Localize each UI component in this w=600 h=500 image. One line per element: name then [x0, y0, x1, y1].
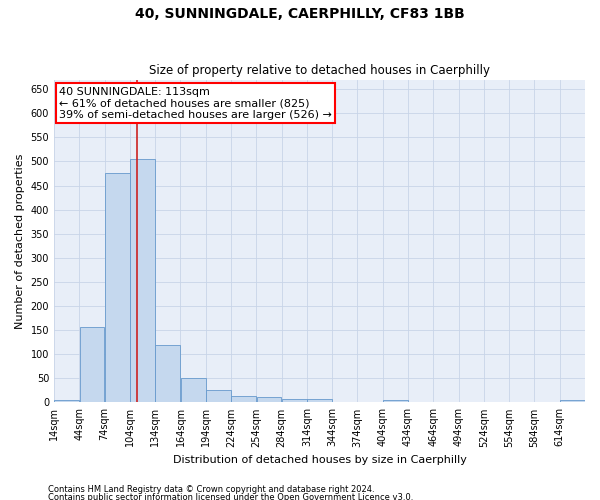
Bar — [80, 327, 104, 402]
Text: Contains HM Land Registry data © Crown copyright and database right 2024.: Contains HM Land Registry data © Crown c… — [48, 486, 374, 494]
Bar — [181, 378, 206, 402]
Y-axis label: Number of detached properties: Number of detached properties — [15, 154, 25, 328]
Bar — [560, 400, 585, 402]
Bar — [231, 396, 256, 402]
Bar — [130, 159, 155, 402]
Title: Size of property relative to detached houses in Caerphilly: Size of property relative to detached ho… — [149, 64, 490, 77]
Text: 40, SUNNINGDALE, CAERPHILLY, CF83 1BB: 40, SUNNINGDALE, CAERPHILLY, CF83 1BB — [135, 8, 465, 22]
Bar — [282, 398, 307, 402]
Bar — [155, 344, 180, 403]
Bar — [206, 390, 231, 402]
Bar — [105, 172, 130, 402]
Text: 40 SUNNINGDALE: 113sqm
← 61% of detached houses are smaller (825)
39% of semi-de: 40 SUNNINGDALE: 113sqm ← 61% of detached… — [59, 87, 332, 120]
Bar — [383, 400, 408, 402]
Bar — [307, 398, 332, 402]
Text: Contains public sector information licensed under the Open Government Licence v3: Contains public sector information licen… — [48, 492, 413, 500]
Bar — [257, 396, 281, 402]
X-axis label: Distribution of detached houses by size in Caerphilly: Distribution of detached houses by size … — [173, 455, 466, 465]
Bar — [54, 400, 79, 402]
